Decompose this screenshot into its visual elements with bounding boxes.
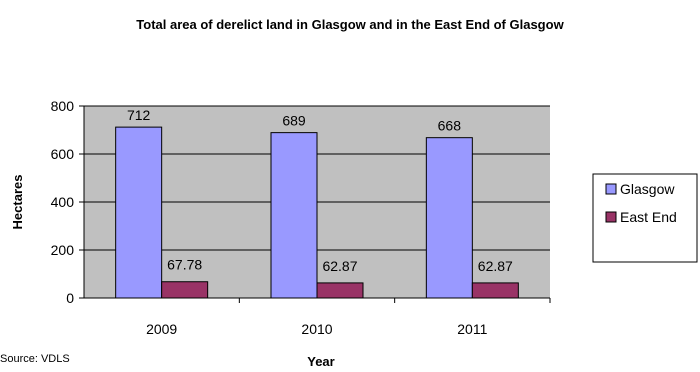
- y-axis-label: Hectares: [10, 175, 25, 230]
- x-tick-label: 2010: [301, 321, 332, 337]
- y-tick-label: 600: [51, 146, 75, 162]
- bar-east-end-2010: [316, 282, 364, 299]
- x-tick-label: 2011: [457, 321, 487, 337]
- data-label-east-end-2009: 67.78: [167, 257, 202, 273]
- x-tick-label: 2009: [146, 321, 177, 337]
- bar-east-end-2011: [471, 282, 519, 299]
- legend-label-east-end: East End: [620, 209, 677, 225]
- y-tick-label: 400: [51, 194, 75, 210]
- legend-label-glasgow: Glasgow: [620, 181, 675, 197]
- y-tick-label: 0: [66, 290, 74, 306]
- y-tick-label: 800: [51, 98, 75, 114]
- legend-swatch-glasgow: [605, 183, 617, 195]
- data-label-east-end-2011: 62.87: [478, 258, 513, 274]
- bar-glasgow-2009: [115, 126, 163, 299]
- data-label-glasgow-2010: 689: [282, 113, 306, 129]
- legend-swatch-east-end: [605, 211, 617, 223]
- bar-glasgow-2010: [270, 132, 318, 299]
- y-tick-label: 200: [51, 242, 75, 258]
- data-label-glasgow-2009: 712: [127, 107, 151, 123]
- data-label-glasgow-2011: 668: [438, 118, 462, 134]
- legend: Glasgow East End: [592, 173, 698, 263]
- source-note: Source: VDLS: [0, 353, 70, 365]
- bar-glasgow-2011: [425, 137, 473, 299]
- data-label-east-end-2010: 62.87: [322, 258, 357, 274]
- x-axis-label: Year: [307, 354, 334, 369]
- bar-east-end-2009: [161, 281, 209, 299]
- chart-title: Total area of derelict land in Glasgow a…: [136, 17, 564, 32]
